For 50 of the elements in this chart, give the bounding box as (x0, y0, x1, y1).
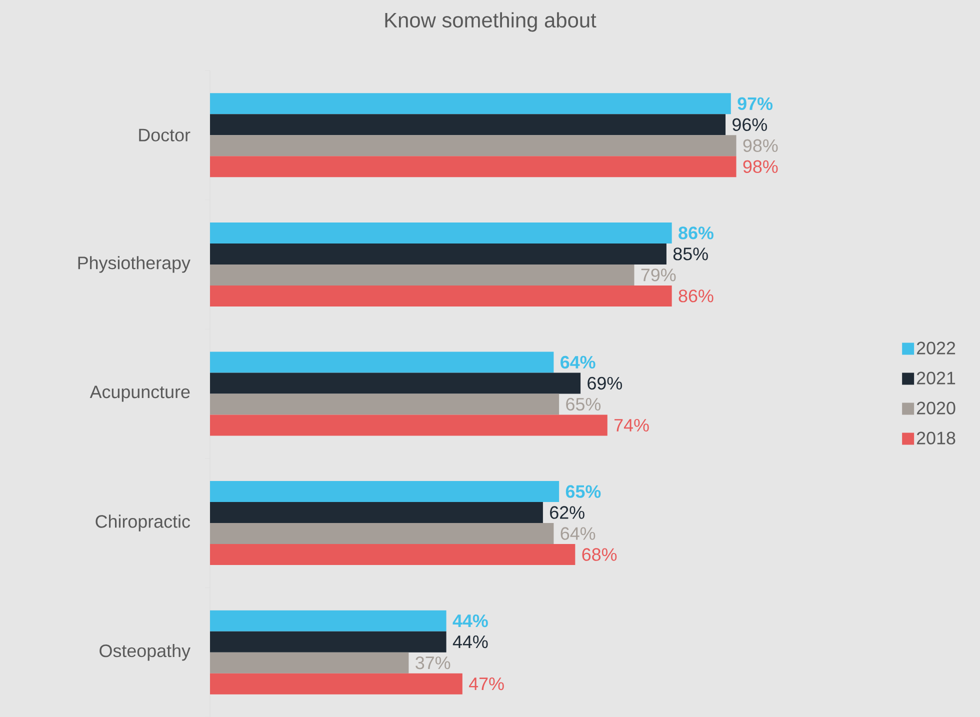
bar (210, 114, 726, 136)
data-label: 68% (582, 548, 617, 561)
bar (210, 523, 554, 544)
legend-label: 2021 (916, 372, 956, 384)
data-label: 79% (641, 268, 676, 282)
data-label: 65% (566, 485, 601, 498)
data-label: 44% (452, 614, 488, 628)
legend-label: 2018 (916, 432, 956, 444)
data-label: 98% (743, 160, 778, 173)
data-label: 98% (743, 139, 778, 152)
y-tick-label: Doctor (139, 128, 190, 142)
data-label: 69% (588, 376, 622, 390)
bar (210, 352, 554, 373)
bar (210, 93, 731, 114)
data-label: 86% (678, 226, 714, 240)
legend-label: 2022 (916, 342, 956, 354)
data-label: 86% (678, 290, 714, 302)
bar (210, 285, 672, 306)
bar (210, 673, 462, 694)
data-label: 62% (550, 506, 584, 519)
bar (210, 222, 672, 244)
data-label: 85% (673, 248, 708, 260)
bar (210, 156, 736, 178)
bar (210, 652, 409, 674)
data-label: 37% (416, 656, 450, 670)
data-label: 96% (732, 118, 767, 131)
bar (210, 135, 736, 156)
y-tick-label: Physiotherapy (78, 256, 190, 273)
data-label: 44% (452, 636, 488, 648)
bar (210, 481, 560, 502)
bar (210, 394, 560, 415)
data-label: 64% (560, 356, 596, 369)
bar (210, 631, 446, 652)
bar (210, 264, 634, 286)
y-tick-label: Osteopathy (100, 644, 190, 661)
bar (210, 414, 608, 436)
chart-title: Know something about (385, 12, 596, 32)
y-tick-label: Chiropractic (96, 514, 190, 532)
data-label: 97% (738, 97, 773, 110)
bar (210, 502, 543, 524)
data-label: 65% (566, 398, 601, 411)
data-label: 47% (469, 678, 504, 690)
y-tick-label: Acupuncture (90, 386, 190, 402)
legend-label: 2020 (916, 402, 956, 414)
bar (210, 610, 446, 632)
data-label: 74% (614, 418, 649, 432)
bar (210, 372, 581, 394)
bar (210, 544, 576, 566)
data-label: 64% (560, 527, 596, 540)
bar (210, 243, 666, 264)
